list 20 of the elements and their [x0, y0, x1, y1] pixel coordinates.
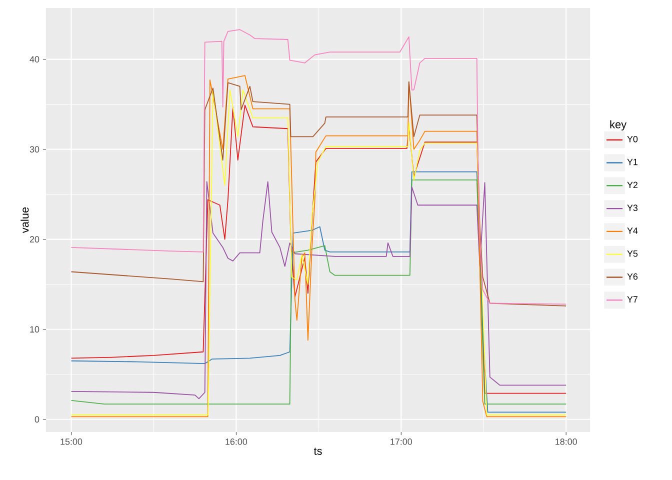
x-tick-label: 16:00 — [226, 438, 248, 445]
legend-title: key — [610, 120, 627, 130]
y-tick-label: 10 — [30, 326, 40, 333]
x-tick-label: 15:00 — [60, 438, 82, 445]
x-tick-label: 17:00 — [390, 438, 412, 445]
legend-label: Y7 — [627, 296, 638, 302]
legend-label: Y0 — [627, 136, 638, 142]
y-tick-label: 0 — [34, 416, 40, 423]
y-tick-label: 40 — [30, 56, 40, 62]
legend-label: Y2 — [627, 182, 638, 188]
y-axis-title: value — [20, 207, 29, 234]
legend-label: Y3 — [627, 204, 638, 212]
x-tick-label: 18:00 — [556, 438, 577, 445]
y-tick-label: 30 — [30, 146, 40, 152]
legend-label: Y6 — [627, 273, 638, 280]
legend-label: Y1 — [627, 158, 638, 166]
legend-label: Y5 — [627, 250, 638, 257]
legend-label: Y4 — [627, 228, 638, 234]
y-tick-label: 20 — [30, 236, 40, 243]
x-axis-title: ts — [314, 448, 322, 455]
